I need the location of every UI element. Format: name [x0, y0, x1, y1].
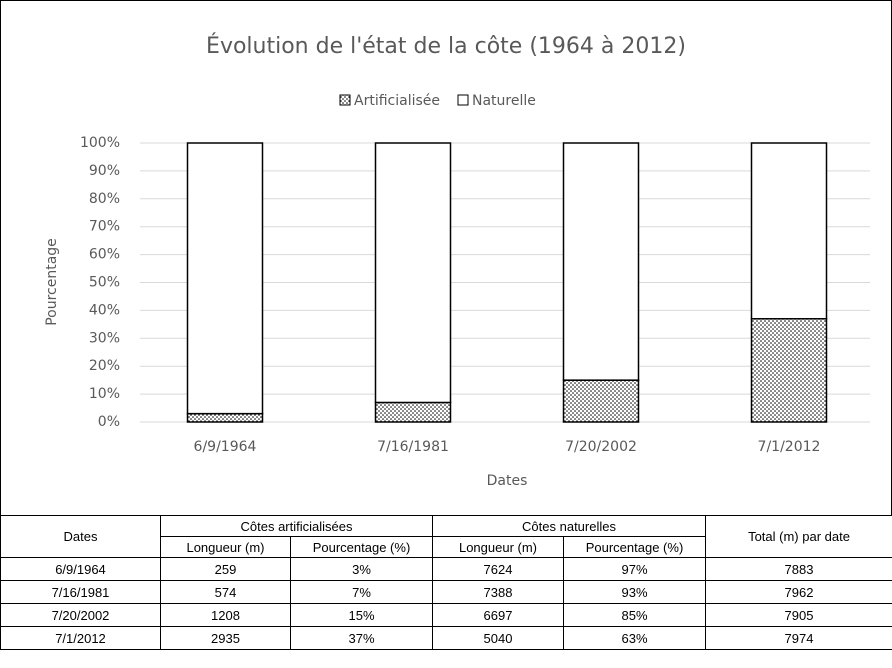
header-cell: Côtes naturelles: [431, 515, 707, 537]
legend-swatch: [339, 94, 351, 106]
table-row: 6/9/1964 259 3% 7624 97% 7883: [0, 557, 892, 581]
header-cell: Pourcentage (%): [562, 536, 707, 558]
table-cell: 15%: [290, 603, 433, 627]
table-cell: 7974: [705, 626, 892, 650]
table-cell: 1208: [160, 603, 291, 627]
legend-label: Naturelle: [472, 93, 536, 109]
y-tick-label: 20%: [89, 358, 120, 374]
table-row: 7/20/2002 1208 15% 6697 85% 7905: [0, 603, 892, 627]
table-cell: 93%: [562, 580, 707, 604]
y-tick-label: 10%: [89, 386, 120, 402]
table-cell: 7/20/2002: [0, 603, 161, 627]
x-axis-label: Dates: [487, 473, 528, 489]
table-cell: 7/16/1981: [0, 580, 161, 604]
y-tick-label: 40%: [89, 302, 120, 318]
y-tick-label: 0%: [98, 414, 120, 430]
legend-label: Artificialisée: [354, 93, 440, 109]
chart-title: Évolution de l'état de la côte (1964 à 2…: [206, 33, 686, 59]
x-tick-label: 6/9/1964: [194, 439, 257, 455]
table-cell: 259: [160, 557, 291, 581]
bar-segment: [374, 401, 452, 423]
bar-segment: [186, 412, 264, 423]
header-cell: Total (m) par date: [705, 515, 892, 558]
table-body: 6/9/1964 259 3% 7624 97% 7883 7/16/1981 574 7% 73…: [0, 557, 892, 650]
table-cell: 7/1/2012: [0, 626, 161, 650]
bar-segment: [750, 142, 828, 320]
table-cell: 6/9/1964: [0, 557, 161, 581]
table-cell: 7883: [705, 557, 892, 581]
y-tick-label: 70%: [89, 219, 120, 235]
table-cell: 574: [160, 580, 291, 604]
x-tick-label: 7/16/1981: [377, 439, 449, 455]
y-tick-label: 90%: [89, 163, 120, 179]
header-cell: Longueur (m): [160, 536, 291, 558]
x-tick-label: 7/1/2012: [758, 439, 821, 455]
header-cell: Côtes artificialisées: [160, 515, 433, 537]
table-cell: 7624: [432, 557, 564, 581]
x-tick-label: 7/20/2002: [565, 439, 637, 455]
chart: Évolution de l'état de la côte (1964 à 2…: [0, 0, 892, 516]
header-cell: Pourcentage (%): [290, 536, 433, 558]
table-cell: 7388: [432, 580, 564, 604]
table-cell: 6697: [432, 603, 564, 627]
table-cell: 85%: [562, 603, 707, 627]
table-cell: 37%: [290, 626, 433, 650]
table-cell: 97%: [562, 557, 707, 581]
table-row: 7/16/1981 574 7% 7388 93% 7962: [0, 580, 892, 604]
y-tick-label: 30%: [89, 330, 120, 346]
table-row: 7/1/2012 2935 37% 5040 63% 7974: [0, 626, 892, 650]
table-cell: 7%: [290, 580, 433, 604]
table-cell: 63%: [562, 626, 707, 650]
table-cell: 7905: [705, 603, 892, 627]
y-tick-label: 80%: [89, 191, 120, 207]
bar-segment: [374, 142, 452, 404]
bar-segment: [562, 379, 640, 423]
table-cell: 5040: [432, 626, 564, 650]
y-axis-label: Pourcentage: [44, 238, 60, 326]
bar-segment: [750, 318, 828, 423]
header-cell: Longueur (m): [432, 536, 564, 558]
bar-segment: [562, 142, 640, 381]
data-table: Dates Côtes artificialisées Côtes nature…: [0, 515, 892, 650]
y-tick-label: 50%: [89, 275, 120, 291]
table-cell: 2935: [160, 626, 291, 650]
y-tick-label: 100%: [80, 135, 120, 151]
table-cell: 7962: [705, 580, 892, 604]
bar-segment: [186, 142, 264, 415]
header-cell: Dates: [0, 515, 161, 558]
table-cell: 3%: [290, 557, 433, 581]
legend-swatch: [457, 94, 469, 106]
y-tick-label: 60%: [89, 247, 120, 263]
